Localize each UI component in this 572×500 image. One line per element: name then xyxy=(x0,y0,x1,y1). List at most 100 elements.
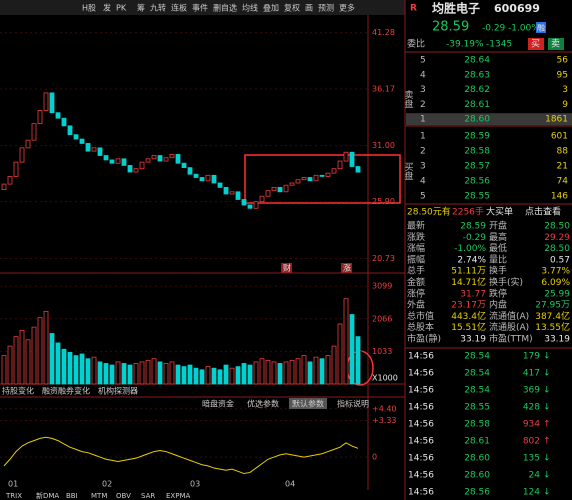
stock-name: 均胜电子 xyxy=(432,1,480,16)
indicator-tab[interactable]: TRIX xyxy=(5,492,22,500)
volume-bar xyxy=(343,298,349,385)
trade-price: 28.61 xyxy=(464,437,490,447)
tab[interactable]: 机构探测器 xyxy=(98,386,138,396)
volume-bar xyxy=(55,342,61,385)
tab[interactable]: 优选参数 xyxy=(247,399,279,409)
indicator-tab[interactable]: BBI xyxy=(66,492,78,500)
candle xyxy=(229,191,235,195)
candle xyxy=(157,155,163,162)
volume-bar xyxy=(175,364,181,385)
big-order: 28.50元有 xyxy=(407,206,451,218)
book-level: 4 xyxy=(420,177,426,187)
toolbar-item[interactable]: PK xyxy=(116,4,127,13)
stat-value: -1.00% xyxy=(454,244,486,254)
candle xyxy=(265,190,271,197)
y-tick-label: 20.73 xyxy=(372,254,395,263)
volume-bar xyxy=(265,359,271,385)
toolbar-item[interactable]: 删自选 xyxy=(213,3,237,13)
trade-arrow: ↑ xyxy=(543,437,551,447)
candle xyxy=(235,191,241,200)
candle xyxy=(301,177,307,181)
stat-value: 6.09% xyxy=(541,278,570,288)
trade-time: 14:56 xyxy=(408,386,434,396)
trade-volume: 179 xyxy=(523,352,540,362)
toolbar-item[interactable]: 更多 xyxy=(339,3,355,13)
stat-label: 换手(实) xyxy=(489,276,523,288)
indicator-tab[interactable]: MTM xyxy=(91,492,107,500)
y-tick-label: 1033 xyxy=(372,347,392,356)
toolbar-item[interactable]: 九转 xyxy=(150,3,166,13)
tab[interactable]: 指标说明 xyxy=(337,399,369,409)
tab[interactable]: 暗盘资金 xyxy=(202,399,234,409)
sell-button[interactable] xyxy=(548,38,564,50)
volume-bar xyxy=(169,361,175,385)
volume-bar xyxy=(163,363,169,385)
candle xyxy=(49,92,55,114)
buy-text[interactable]: 买 xyxy=(531,39,540,50)
toolbar-item[interactable]: H股 xyxy=(82,4,96,13)
marker[interactable]: 涨 xyxy=(343,263,351,273)
volume-bar xyxy=(187,364,193,385)
volume-bar xyxy=(277,363,283,385)
indicator-tab[interactable]: SAR xyxy=(141,492,155,500)
tab[interactable]: 融资融券变化 xyxy=(42,386,90,396)
trade-price: 28.58 xyxy=(464,420,490,430)
y-tick-label: 25.90 xyxy=(372,197,395,206)
tab[interactable]: 持股变化 xyxy=(2,386,34,396)
candle xyxy=(55,112,61,119)
tab[interactable]: 默认参数 xyxy=(292,399,324,409)
stock-code: 600699 xyxy=(494,2,540,15)
volume-bar xyxy=(211,367,217,385)
book-price: 28.60 xyxy=(464,115,490,125)
candle xyxy=(127,165,133,173)
sell-text[interactable]: 卖 xyxy=(551,39,560,50)
stat-label: 开盘 xyxy=(489,220,507,232)
marker[interactable]: 财 xyxy=(283,263,291,273)
toolbar-item[interactable]: 复权 xyxy=(284,3,300,13)
candle xyxy=(211,174,217,184)
stat-label: 换手 xyxy=(489,265,507,277)
candle xyxy=(115,158,121,164)
candle xyxy=(37,110,43,125)
toolbar-item[interactable]: 预测 xyxy=(318,3,334,13)
highlight-box xyxy=(244,154,401,204)
candle xyxy=(163,157,169,162)
toolbar-item[interactable]: 发 xyxy=(103,3,111,13)
indicator-tab[interactable]: EXPMA xyxy=(166,492,190,500)
volume-bar xyxy=(13,336,19,385)
volume-bar xyxy=(355,336,361,385)
candle xyxy=(253,201,259,209)
big-order[interactable]: 点击查看 xyxy=(525,206,561,218)
stat-label: 总手 xyxy=(407,265,425,277)
stat-label: 最高 xyxy=(489,231,507,243)
candle xyxy=(307,177,313,182)
x-tick-label: 03 xyxy=(190,480,200,489)
toolbar-item[interactable]: 均线 xyxy=(242,3,258,13)
volume-bar xyxy=(139,361,145,385)
toolbar-item[interactable]: 叠加 xyxy=(263,3,279,13)
trade-price: 28.60 xyxy=(464,454,490,464)
y-tick-label: +3.33 xyxy=(372,416,397,425)
indicator-tab[interactable]: 新DMA xyxy=(36,491,59,500)
candle xyxy=(121,158,127,166)
volume-bar xyxy=(1,355,7,385)
trade-arrow: ↓ xyxy=(543,369,551,379)
stat-label: 市盈(TTM) xyxy=(489,333,533,345)
stat-value: 15.51亿 xyxy=(451,321,486,333)
candle xyxy=(319,174,325,177)
indicator-tab[interactable]: OBV xyxy=(116,492,131,500)
trade-volume: 24 xyxy=(529,471,541,481)
buy-button[interactable] xyxy=(528,38,544,50)
trade-time: 14:56 xyxy=(408,488,434,498)
stat-label: 市盈(静) xyxy=(407,333,441,345)
candle xyxy=(139,161,145,170)
toolbar-item[interactable]: 事件 xyxy=(192,3,208,13)
toolbar-item[interactable]: 画 xyxy=(305,4,313,13)
volume-bar xyxy=(349,314,355,385)
change: -0.29 xyxy=(482,24,506,34)
toolbar-item[interactable]: 筹 xyxy=(137,3,145,13)
toolbar-item[interactable]: 连板 xyxy=(171,3,187,13)
volume-bar xyxy=(127,364,133,385)
sell-label: 卖盘 xyxy=(403,90,414,108)
candle xyxy=(355,166,361,173)
